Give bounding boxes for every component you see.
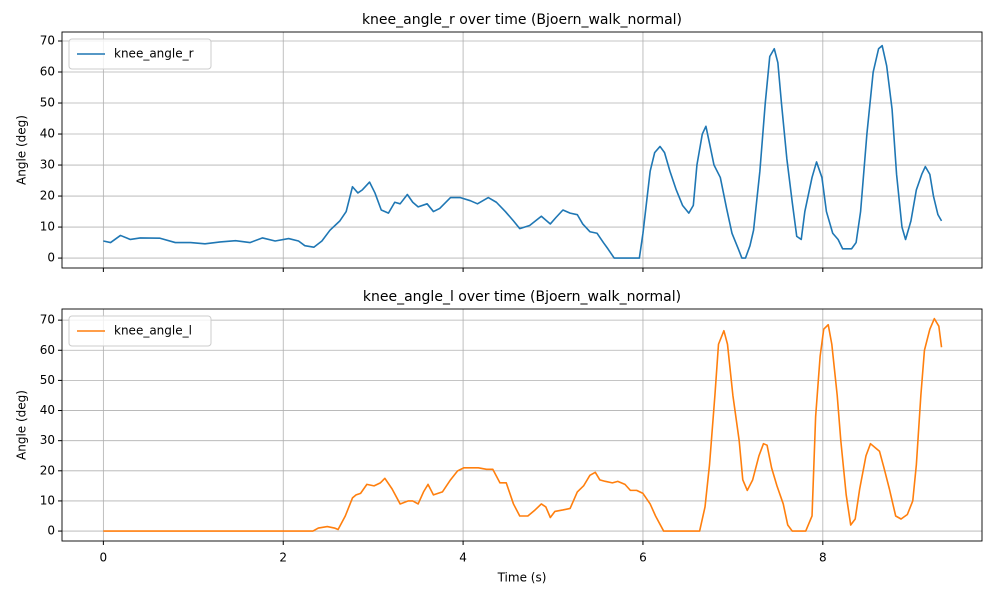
legend-box <box>68 38 212 70</box>
axes-frame <box>61 308 983 542</box>
axes-frame <box>61 31 983 269</box>
y-tick-label: 30 <box>40 158 55 172</box>
legend-box <box>68 315 212 347</box>
x-tick-label: 6 <box>639 551 647 565</box>
x-axis-label: Time (s) <box>497 571 547 585</box>
x-tick-label: 0 <box>100 551 108 565</box>
y-tick-label: 70 <box>40 33 55 47</box>
x-tick-label: 2 <box>279 551 287 565</box>
y-tick-label: 40 <box>40 403 55 417</box>
x-tick-label: 4 <box>459 551 467 565</box>
chart-title: knee_angle_l over time (Bjoern_walk_norm… <box>363 289 681 305</box>
subplot: 0 2 4 6 8 0 10 20 30 40 50 60 70 knee_angle_l over ti… <box>15 289 983 585</box>
y-tick-label: 70 <box>40 313 55 327</box>
chart-title: knee_angle_r over time (Bjoern_walk_norm… <box>362 12 682 28</box>
y-tick-label: 30 <box>40 433 55 447</box>
y-tick-label: 50 <box>40 96 55 110</box>
legend-label: knee_angle_r <box>114 47 194 61</box>
y-tick-label: 40 <box>40 127 55 141</box>
data-line <box>103 317 943 532</box>
y-axis-label: Angle (deg) <box>15 390 29 460</box>
y-tick-label: 60 <box>40 343 55 357</box>
y-tick-label: 50 <box>40 373 55 387</box>
y-tick-label: 60 <box>40 65 55 79</box>
y-tick-label: 0 <box>47 524 55 538</box>
y-tick-label: 20 <box>40 463 55 477</box>
data-line <box>103 44 943 259</box>
y-tick-label: 0 <box>47 251 55 265</box>
x-tick-label: 8 <box>819 551 827 565</box>
y-tick-label: 10 <box>40 220 55 234</box>
subplot: 0 10 20 30 40 50 60 70 knee_angle_r over time (B… <box>15 12 983 272</box>
legend-label: knee_angle_l <box>114 324 192 338</box>
y-tick-label: 20 <box>40 189 55 203</box>
y-axis-label: Angle (deg) <box>15 115 29 185</box>
y-tick-label: 10 <box>40 493 55 507</box>
